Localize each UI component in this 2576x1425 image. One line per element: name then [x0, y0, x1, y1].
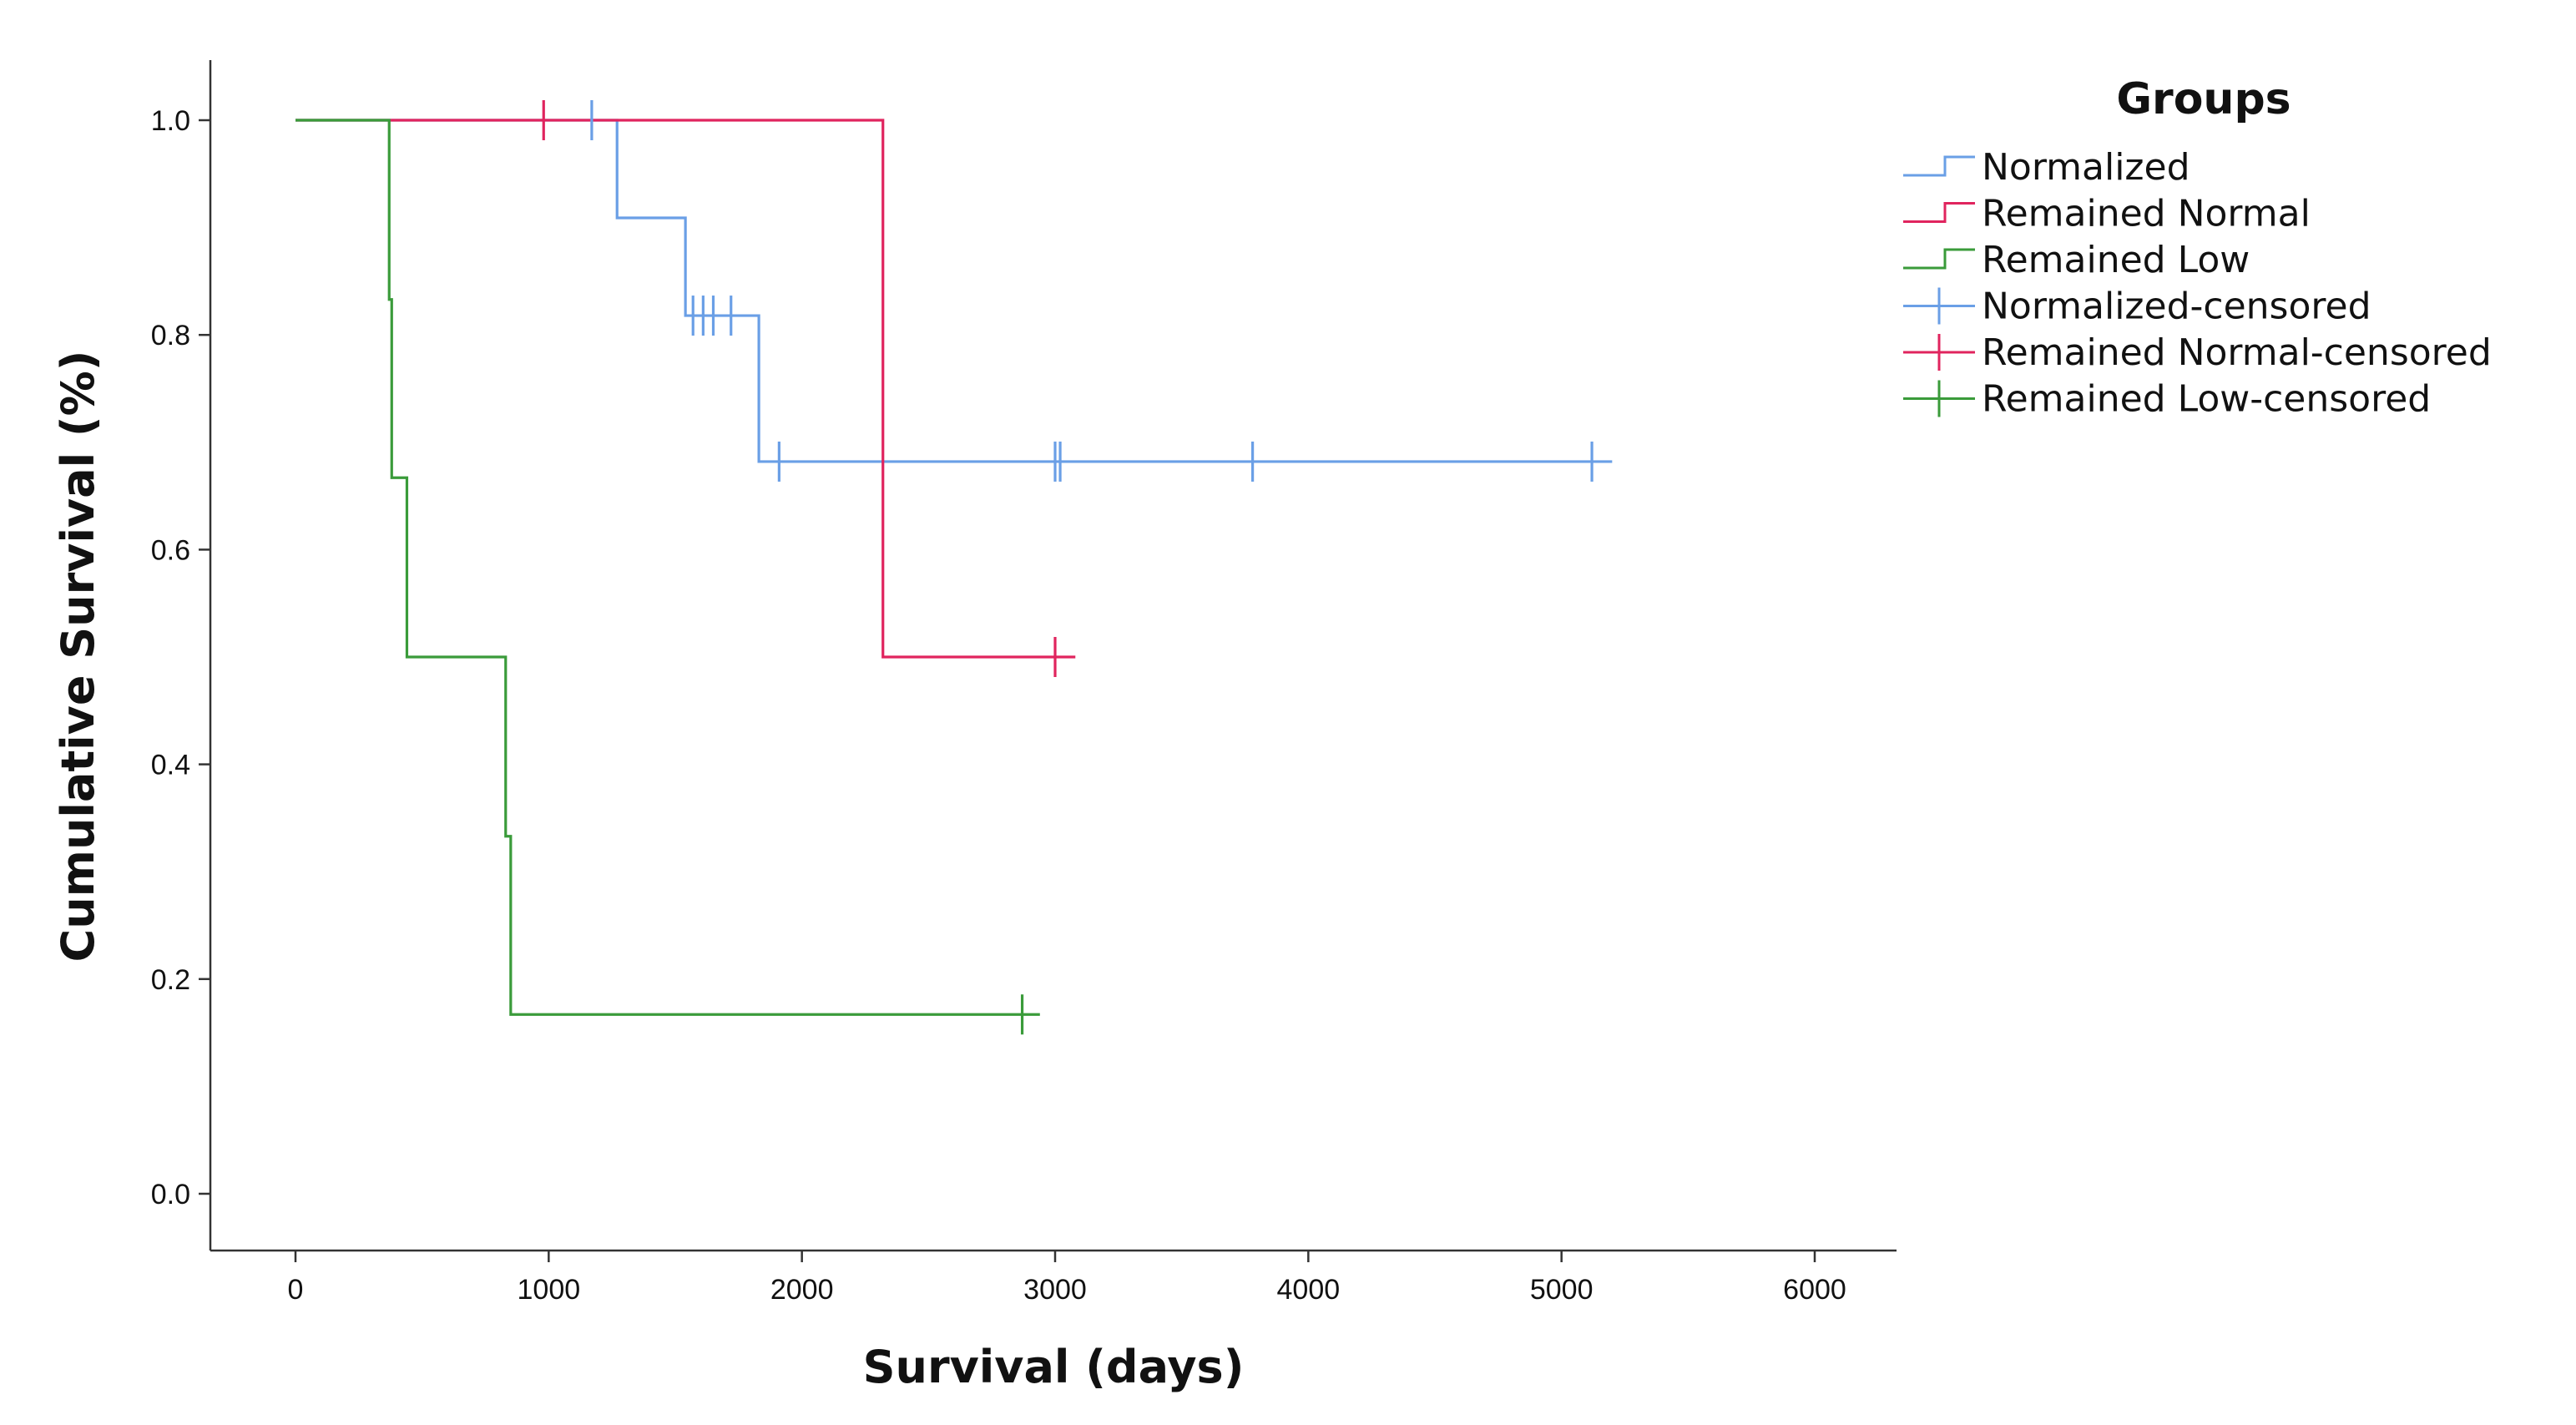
x-tick-label: 4000	[1277, 1274, 1341, 1306]
legend-title: Groups	[2116, 74, 2291, 124]
survival-curves	[295, 119, 1613, 1016]
axes: 0 1000 2000 3000 4000 5000 6000 0.00.20.40.60.…	[151, 60, 1897, 1306]
legend-entry: Remained Low-censored	[1903, 378, 2431, 421]
censor-marks	[542, 100, 1594, 1035]
x-tick-label: 0	[288, 1274, 304, 1306]
curve-remained-low	[295, 119, 1040, 1016]
y-axis-title: Cumulative Survival (%)	[52, 351, 104, 963]
x-tick-label: 3000	[1023, 1274, 1087, 1306]
x-tick-label: 5000	[1530, 1274, 1594, 1306]
legend-label: Normalized-censored	[1982, 286, 2371, 328]
legend-entry: Normalized-censored	[1903, 286, 2371, 328]
curve-remained-normal	[295, 119, 1076, 659]
legend-entry: Normalized	[1903, 146, 2190, 189]
y-tick-label: 0.4	[151, 750, 190, 781]
y-tick-label: 0.8	[151, 320, 190, 351]
y-tick-label: 1.0	[151, 105, 190, 137]
x-tick-label: 6000	[1783, 1274, 1846, 1306]
x-tick-label: 2000	[770, 1274, 834, 1306]
legend-entry: Remained Normal-censored	[1903, 331, 2492, 374]
curve-normalized	[295, 119, 1613, 463]
legend-step-swatch	[1903, 155, 1975, 177]
legend-label: Remained Low-censored	[1982, 378, 2431, 421]
x-axis-ticks: 0 1000 2000 3000 4000 5000 6000	[288, 1251, 1846, 1306]
y-tick-label: 0.6	[151, 534, 190, 566]
legend-label: Remained Normal-censored	[1982, 331, 2492, 374]
legend-step-swatch	[1903, 248, 1975, 270]
legend-label: Remained Normal	[1982, 193, 2311, 235]
x-axis-title: Survival (days)	[863, 1341, 1245, 1393]
y-tick-label: 0.2	[151, 964, 190, 996]
legend-entry: Remained Normal	[1903, 193, 2311, 235]
legend-step-swatch	[1903, 202, 1975, 223]
y-axis-ticks: 0.0 0.2 0.4 0.6 0.8 1.0	[151, 105, 210, 1210]
legend-label: Normalized	[1982, 146, 2190, 189]
legend-label: Remained Low	[1982, 239, 2250, 281]
legend-entry: Remained Low	[1903, 239, 2250, 281]
y-tick-label: 0.0	[151, 1179, 190, 1210]
x-tick-label: 1000	[518, 1274, 581, 1306]
